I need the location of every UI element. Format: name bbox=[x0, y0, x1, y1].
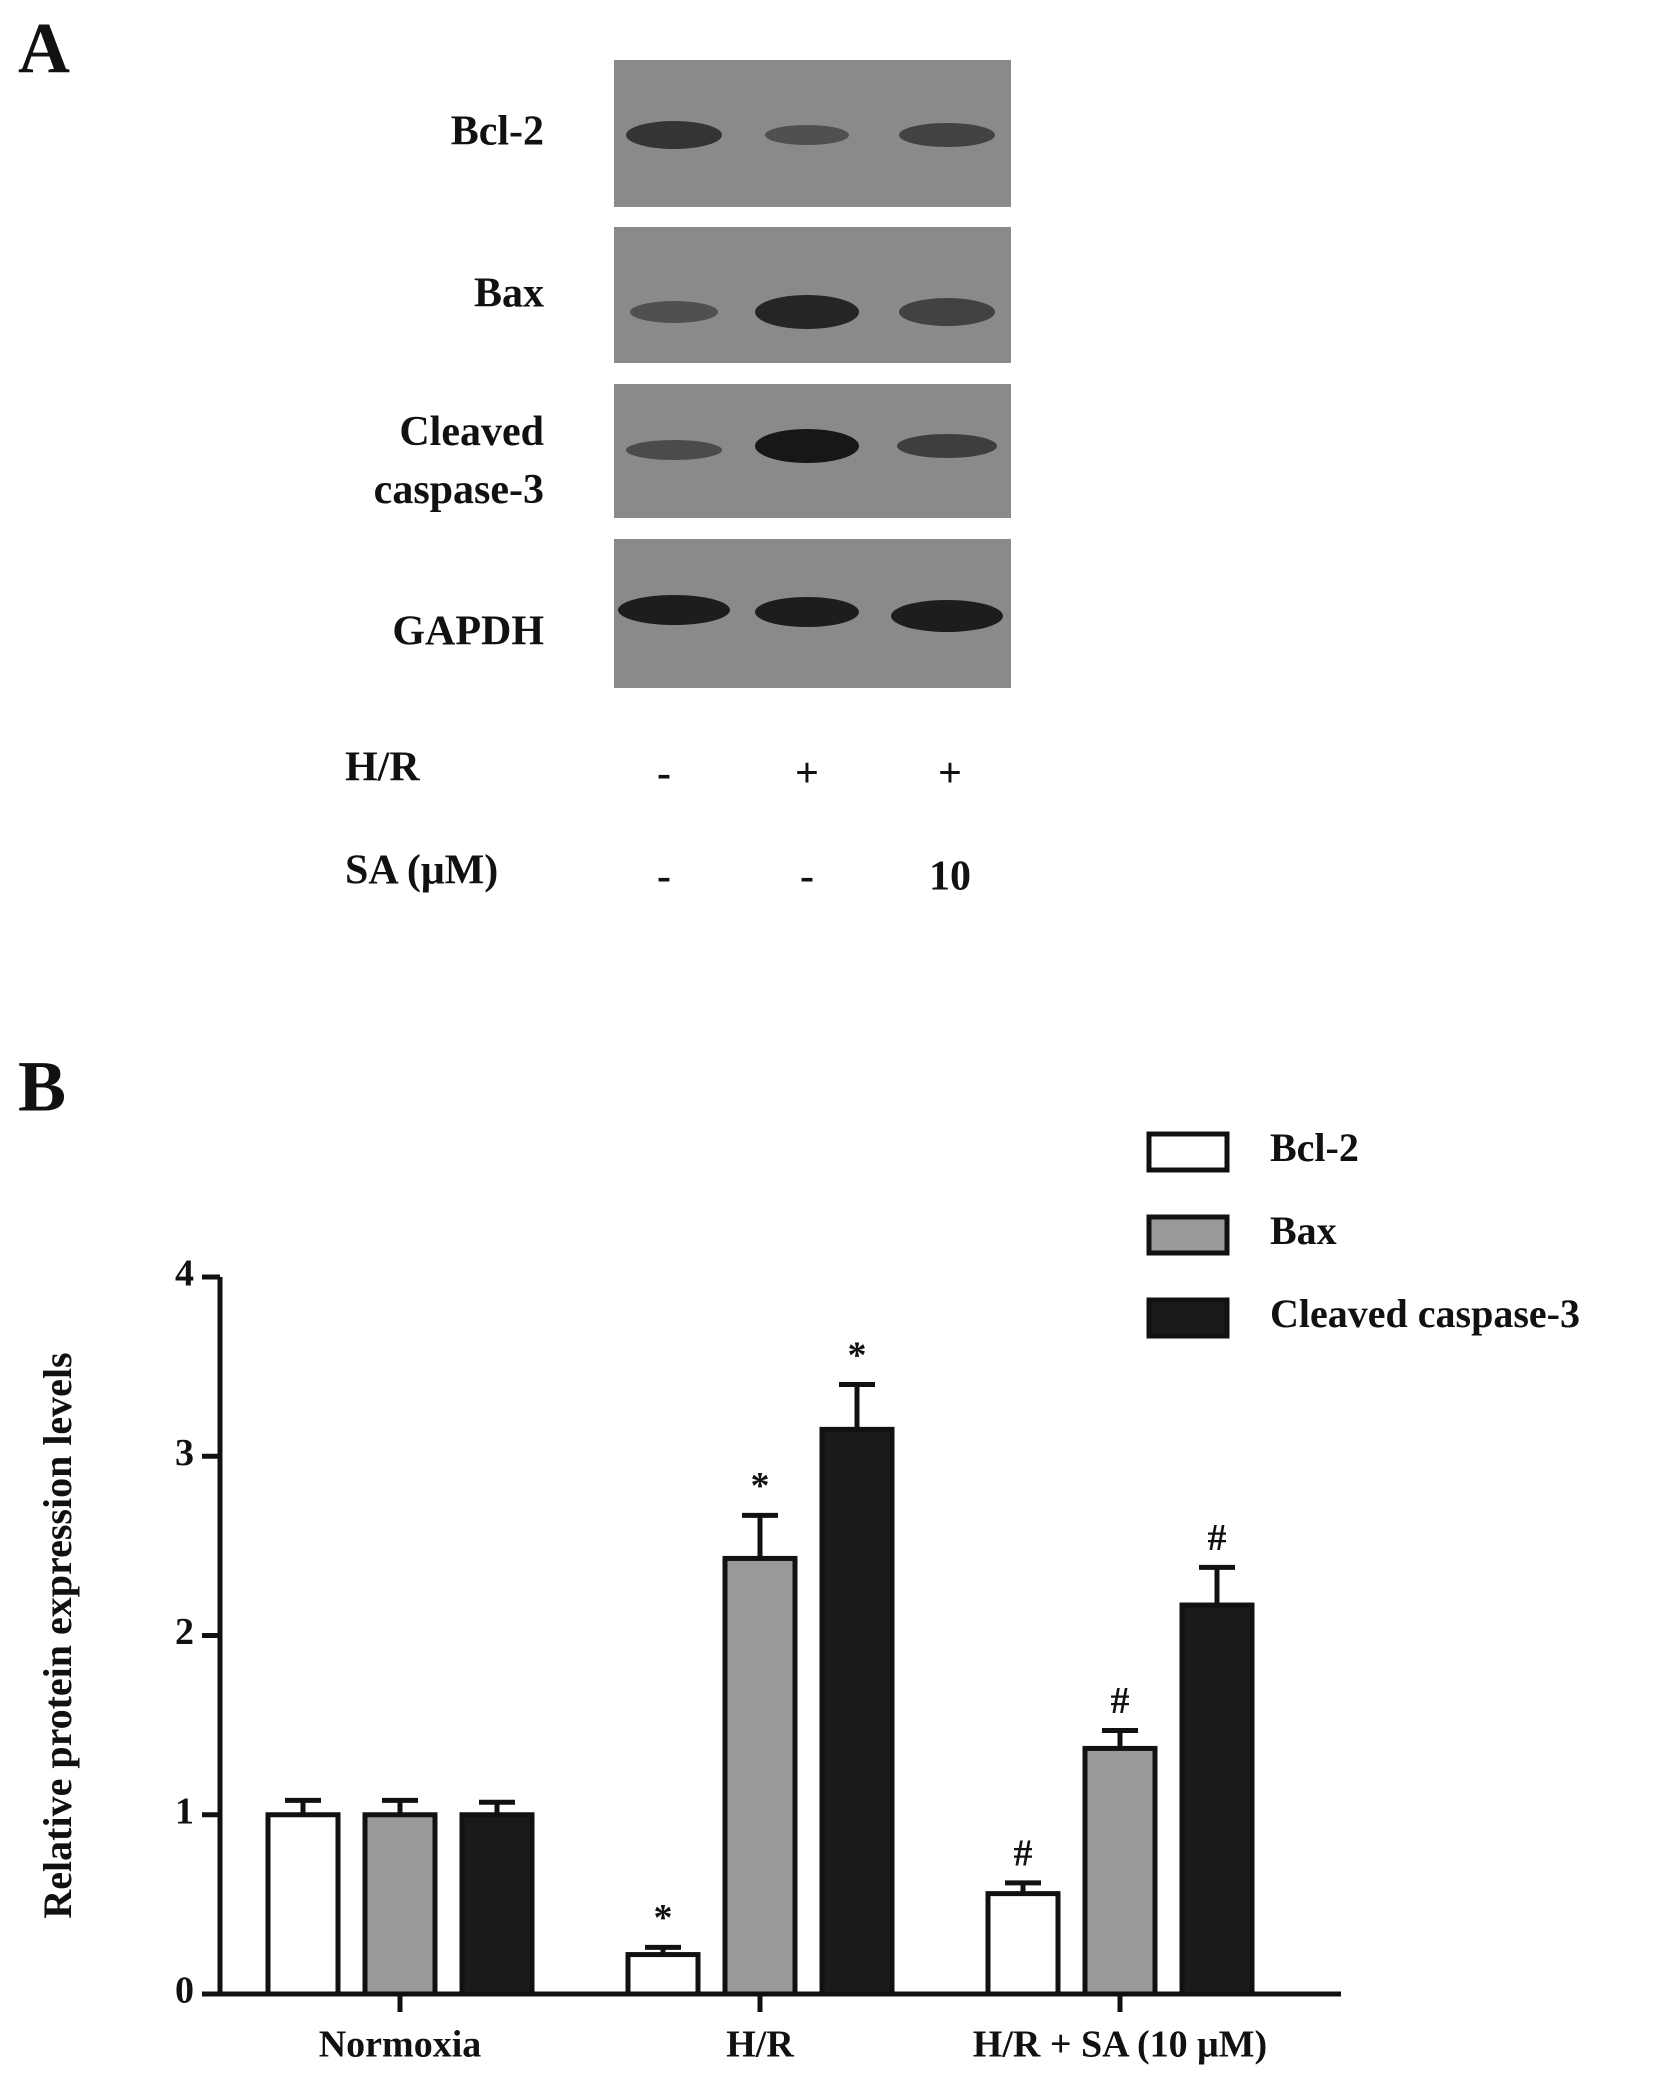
significance-label: # bbox=[1111, 1680, 1130, 1722]
bar bbox=[819, 1426, 895, 1997]
y-tick-label: 4 bbox=[175, 1253, 194, 1295]
bar bbox=[459, 1812, 535, 1997]
legend-swatch bbox=[1146, 1131, 1230, 1173]
band bbox=[899, 298, 995, 326]
y-tick-label: 1 bbox=[175, 1790, 194, 1832]
band bbox=[899, 123, 995, 147]
band bbox=[755, 295, 859, 329]
significance-label: * bbox=[751, 1465, 770, 1507]
band bbox=[626, 440, 722, 460]
band bbox=[755, 429, 859, 463]
legend-swatch bbox=[1146, 1297, 1230, 1339]
bar bbox=[1179, 1602, 1255, 1997]
y-tick-label: 2 bbox=[175, 1611, 194, 1653]
condition-value: - bbox=[657, 854, 671, 900]
band bbox=[618, 595, 730, 625]
panel-label: A bbox=[18, 9, 70, 89]
condition-value: - bbox=[657, 751, 671, 797]
blot-label: Bcl-2 bbox=[451, 109, 544, 155]
condition-value: + bbox=[938, 751, 962, 797]
condition-value: + bbox=[795, 751, 819, 797]
blot-label: Bax bbox=[474, 271, 544, 317]
bar bbox=[722, 1555, 798, 1997]
legend-label: Cleaved caspase-3 bbox=[1270, 1291, 1580, 1336]
condition-value: 10 bbox=[929, 854, 971, 900]
legend-swatch bbox=[1146, 1214, 1230, 1256]
blot bbox=[614, 227, 1011, 363]
bar bbox=[265, 1812, 341, 1997]
bar bbox=[1082, 1745, 1158, 1997]
band bbox=[630, 301, 718, 323]
significance-label: # bbox=[1208, 1517, 1227, 1559]
panel-label: B bbox=[18, 1047, 66, 1127]
legend-label: Bcl-2 bbox=[1270, 1125, 1359, 1170]
x-tick-label: H/R bbox=[726, 2024, 794, 2066]
bar bbox=[362, 1812, 438, 1997]
band bbox=[765, 125, 849, 145]
significance-label: * bbox=[848, 1334, 867, 1376]
x-tick-label: Normoxia bbox=[319, 2024, 482, 2066]
condition-label: H/R bbox=[345, 745, 420, 791]
significance-label: # bbox=[1014, 1833, 1033, 1875]
legend-label: Bax bbox=[1270, 1208, 1337, 1253]
bar bbox=[985, 1891, 1061, 1997]
blot-label: Cleaved caspase-3 bbox=[374, 409, 544, 513]
y-axis-title: Relative protein expression levels bbox=[35, 1352, 80, 1918]
y-tick-label: 0 bbox=[175, 1970, 194, 2012]
band bbox=[891, 600, 1003, 632]
band bbox=[755, 597, 859, 627]
band bbox=[897, 434, 997, 458]
y-tick-label: 3 bbox=[175, 1432, 194, 1474]
significance-label: * bbox=[654, 1897, 673, 1939]
condition-value: - bbox=[800, 854, 814, 900]
condition-label: SA (μM) bbox=[345, 848, 498, 894]
blot-images bbox=[614, 60, 1011, 688]
x-tick-label: H/R + SA (10 μM) bbox=[973, 2024, 1267, 2066]
band bbox=[626, 121, 722, 149]
bar bbox=[625, 1952, 701, 1997]
blot-label: GAPDH bbox=[392, 609, 544, 655]
